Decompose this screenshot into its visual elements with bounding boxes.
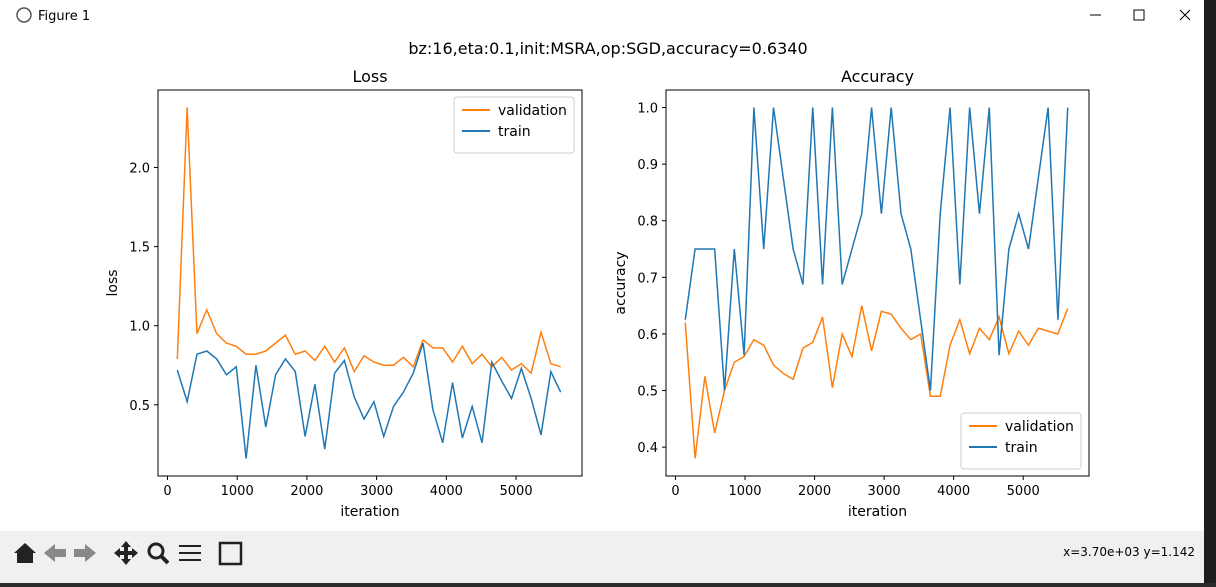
legend-label: validation bbox=[498, 103, 567, 119]
x-tick-label: 0 bbox=[671, 484, 679, 499]
line-series bbox=[684, 305, 1069, 459]
close-button[interactable] bbox=[1179, 9, 1191, 21]
x-tick-label: 5000 bbox=[500, 484, 533, 499]
legend-label: validation bbox=[1005, 419, 1074, 435]
legend-label: train bbox=[1005, 440, 1038, 456]
x-tick-label: 2000 bbox=[798, 484, 831, 499]
pan-button[interactable] bbox=[114, 541, 138, 565]
line-series bbox=[684, 107, 1069, 391]
forward-button[interactable] bbox=[74, 544, 96, 562]
x-tick-label: 4000 bbox=[937, 484, 970, 499]
y-tick-label: 0.8 bbox=[637, 215, 658, 230]
y-axis-label: accuracy bbox=[613, 251, 629, 314]
toolbar bbox=[0, 531, 1204, 583]
y-tick-label: 1.5 bbox=[129, 241, 150, 256]
x-tick-label: 5000 bbox=[1007, 484, 1040, 499]
y-tick-label: 0.5 bbox=[637, 385, 658, 400]
maximize-button[interactable] bbox=[1133, 9, 1145, 21]
configure-button[interactable] bbox=[179, 545, 201, 561]
x-tick-label: 3000 bbox=[868, 484, 901, 499]
y-tick-label: 0.4 bbox=[637, 441, 658, 456]
x-axis-label: iteration bbox=[848, 504, 907, 520]
chart-title: Accuracy bbox=[841, 67, 914, 86]
y-tick-label: 1.0 bbox=[129, 320, 150, 335]
y-tick-label: 0.9 bbox=[637, 158, 658, 173]
x-tick-label: 3000 bbox=[360, 484, 393, 499]
save-button[interactable] bbox=[218, 541, 243, 566]
zoom-button[interactable] bbox=[147, 542, 165, 560]
back-button[interactable] bbox=[44, 544, 66, 562]
status-text: x=3.70e+03 y=1.142 bbox=[1063, 545, 1195, 559]
legend-label: train bbox=[498, 124, 531, 140]
y-tick-label: 0.5 bbox=[129, 399, 150, 414]
y-tick-label: 0.7 bbox=[637, 271, 658, 286]
plot-frame bbox=[665, 89, 1090, 477]
x-tick-label: 2000 bbox=[290, 484, 323, 499]
x-tick-label: 0 bbox=[163, 484, 171, 499]
plot-frame bbox=[157, 89, 583, 477]
app-icon bbox=[16, 7, 32, 23]
zoom-handle bbox=[159, 554, 170, 565]
y-tick-label: 1.0 bbox=[637, 102, 658, 117]
y-axis-label: loss bbox=[105, 269, 121, 296]
line-series bbox=[176, 107, 561, 375]
x-tick-label: 1000 bbox=[221, 484, 254, 499]
x-tick-label: 1000 bbox=[728, 484, 761, 499]
line-series bbox=[176, 342, 562, 459]
window-title: Figure 1 bbox=[38, 9, 90, 24]
x-axis-label: iteration bbox=[340, 504, 399, 520]
figure-title: bz:16,eta:0.1,init:MSRA,op:SGD,accuracy=… bbox=[408, 39, 807, 58]
desktop-edge bbox=[1204, 0, 1216, 583]
chart-title: Loss bbox=[352, 67, 387, 86]
x-tick-label: 4000 bbox=[430, 484, 463, 499]
y-tick-label: 2.0 bbox=[129, 162, 150, 177]
toolbar-buttons bbox=[14, 541, 243, 566]
y-tick-label: 0.6 bbox=[637, 328, 658, 343]
home-button[interactable] bbox=[14, 543, 36, 563]
